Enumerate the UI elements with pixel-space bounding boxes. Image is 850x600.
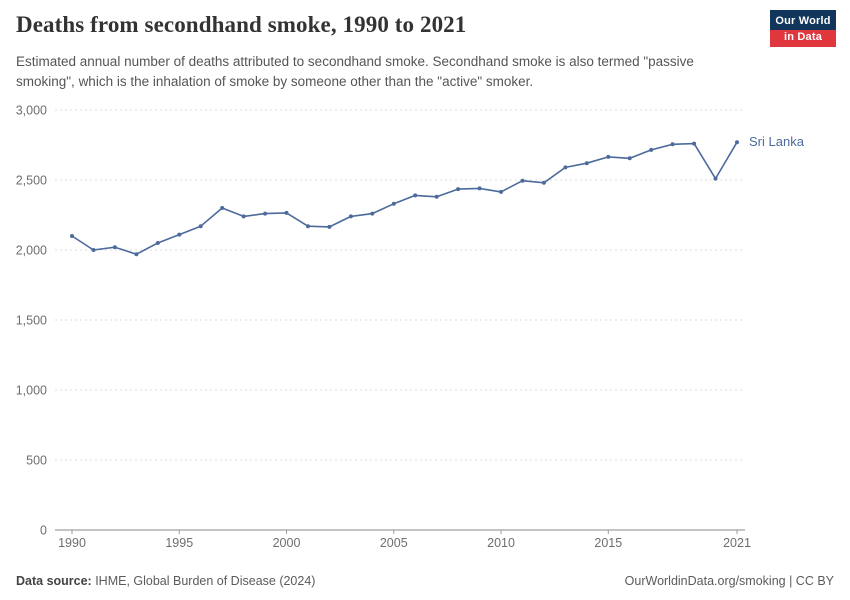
y-tick-label: 3,000: [16, 104, 47, 118]
data-source-label: Data source:: [16, 574, 92, 588]
data-point-marker[interactable]: [413, 193, 418, 198]
data-point-marker[interactable]: [284, 210, 289, 215]
data-point-marker[interactable]: [713, 176, 718, 181]
data-source-note: Data source: IHME, Global Burden of Dise…: [16, 574, 315, 588]
y-tick-label: 2,000: [16, 244, 47, 258]
data-point-marker[interactable]: [692, 141, 697, 146]
x-tick-label: 2000: [273, 536, 301, 550]
chart-subtitle: Estimated annual number of deaths attrib…: [16, 54, 694, 90]
y-tick-label: 0: [40, 524, 47, 538]
y-tick-label: 1,000: [16, 384, 47, 398]
x-tick-label: 1990: [58, 536, 86, 550]
x-tick-label: 2015: [594, 536, 622, 550]
owid-link[interactable]: OurWorldinData.org/smoking | CC BY: [624, 574, 834, 588]
data-point-marker[interactable]: [198, 224, 203, 229]
data-point-marker[interactable]: [606, 154, 611, 159]
owid-logo-line1: Our World: [775, 15, 831, 27]
data-point-marker[interactable]: [456, 187, 461, 192]
data-point-marker[interactable]: [112, 245, 117, 250]
data-point-marker[interactable]: [391, 201, 396, 206]
data-point-marker[interactable]: [91, 248, 96, 252]
data-point-marker[interactable]: [348, 214, 353, 219]
data-point-marker[interactable]: [477, 186, 482, 191]
chart-footer: Data source: IHME, Global Burden of Dise…: [16, 574, 834, 588]
data-point-marker[interactable]: [241, 214, 246, 219]
data-point-marker[interactable]: [370, 211, 375, 216]
x-tick-label: 2021: [723, 536, 751, 550]
data-point-marker[interactable]: [155, 241, 160, 245]
data-point-marker[interactable]: [177, 232, 182, 237]
data-point-marker[interactable]: [134, 252, 139, 257]
x-tick-label: 1995: [165, 536, 193, 550]
data-point-marker[interactable]: [563, 165, 568, 170]
data-point-marker[interactable]: [649, 147, 654, 152]
data-point-marker[interactable]: [327, 224, 332, 229]
data-point-marker[interactable]: [541, 180, 546, 185]
data-point-marker[interactable]: [584, 161, 589, 166]
y-tick-label: 500: [26, 454, 47, 468]
data-point-marker[interactable]: [520, 178, 525, 183]
owid-logo-line2: in Data: [770, 30, 836, 47]
y-tick-label: 1,500: [16, 314, 47, 328]
data-point-marker[interactable]: [306, 224, 310, 229]
data-point-marker[interactable]: [627, 156, 632, 161]
owid-logo[interactable]: Our World in Data: [770, 10, 836, 47]
series-end-label[interactable]: Sri Lanka: [749, 134, 805, 149]
data-point-marker[interactable]: [220, 206, 225, 210]
x-tick-label: 2010: [487, 536, 515, 550]
data-point-marker[interactable]: [434, 194, 439, 199]
data-point-marker[interactable]: [70, 234, 74, 238]
data-point-marker[interactable]: [263, 211, 268, 216]
series-line[interactable]: [71, 141, 738, 255]
chart-title: Deaths from secondhand smoke, 1990 to 20…: [16, 12, 467, 37]
data-point-marker[interactable]: [499, 189, 503, 194]
data-point-marker[interactable]: [670, 142, 675, 147]
y-tick-label: 2,500: [16, 174, 47, 188]
data-source-value: IHME, Global Burden of Disease (2024): [91, 574, 316, 588]
data-point-marker[interactable]: [735, 140, 739, 145]
x-tick-label: 2005: [380, 536, 408, 550]
